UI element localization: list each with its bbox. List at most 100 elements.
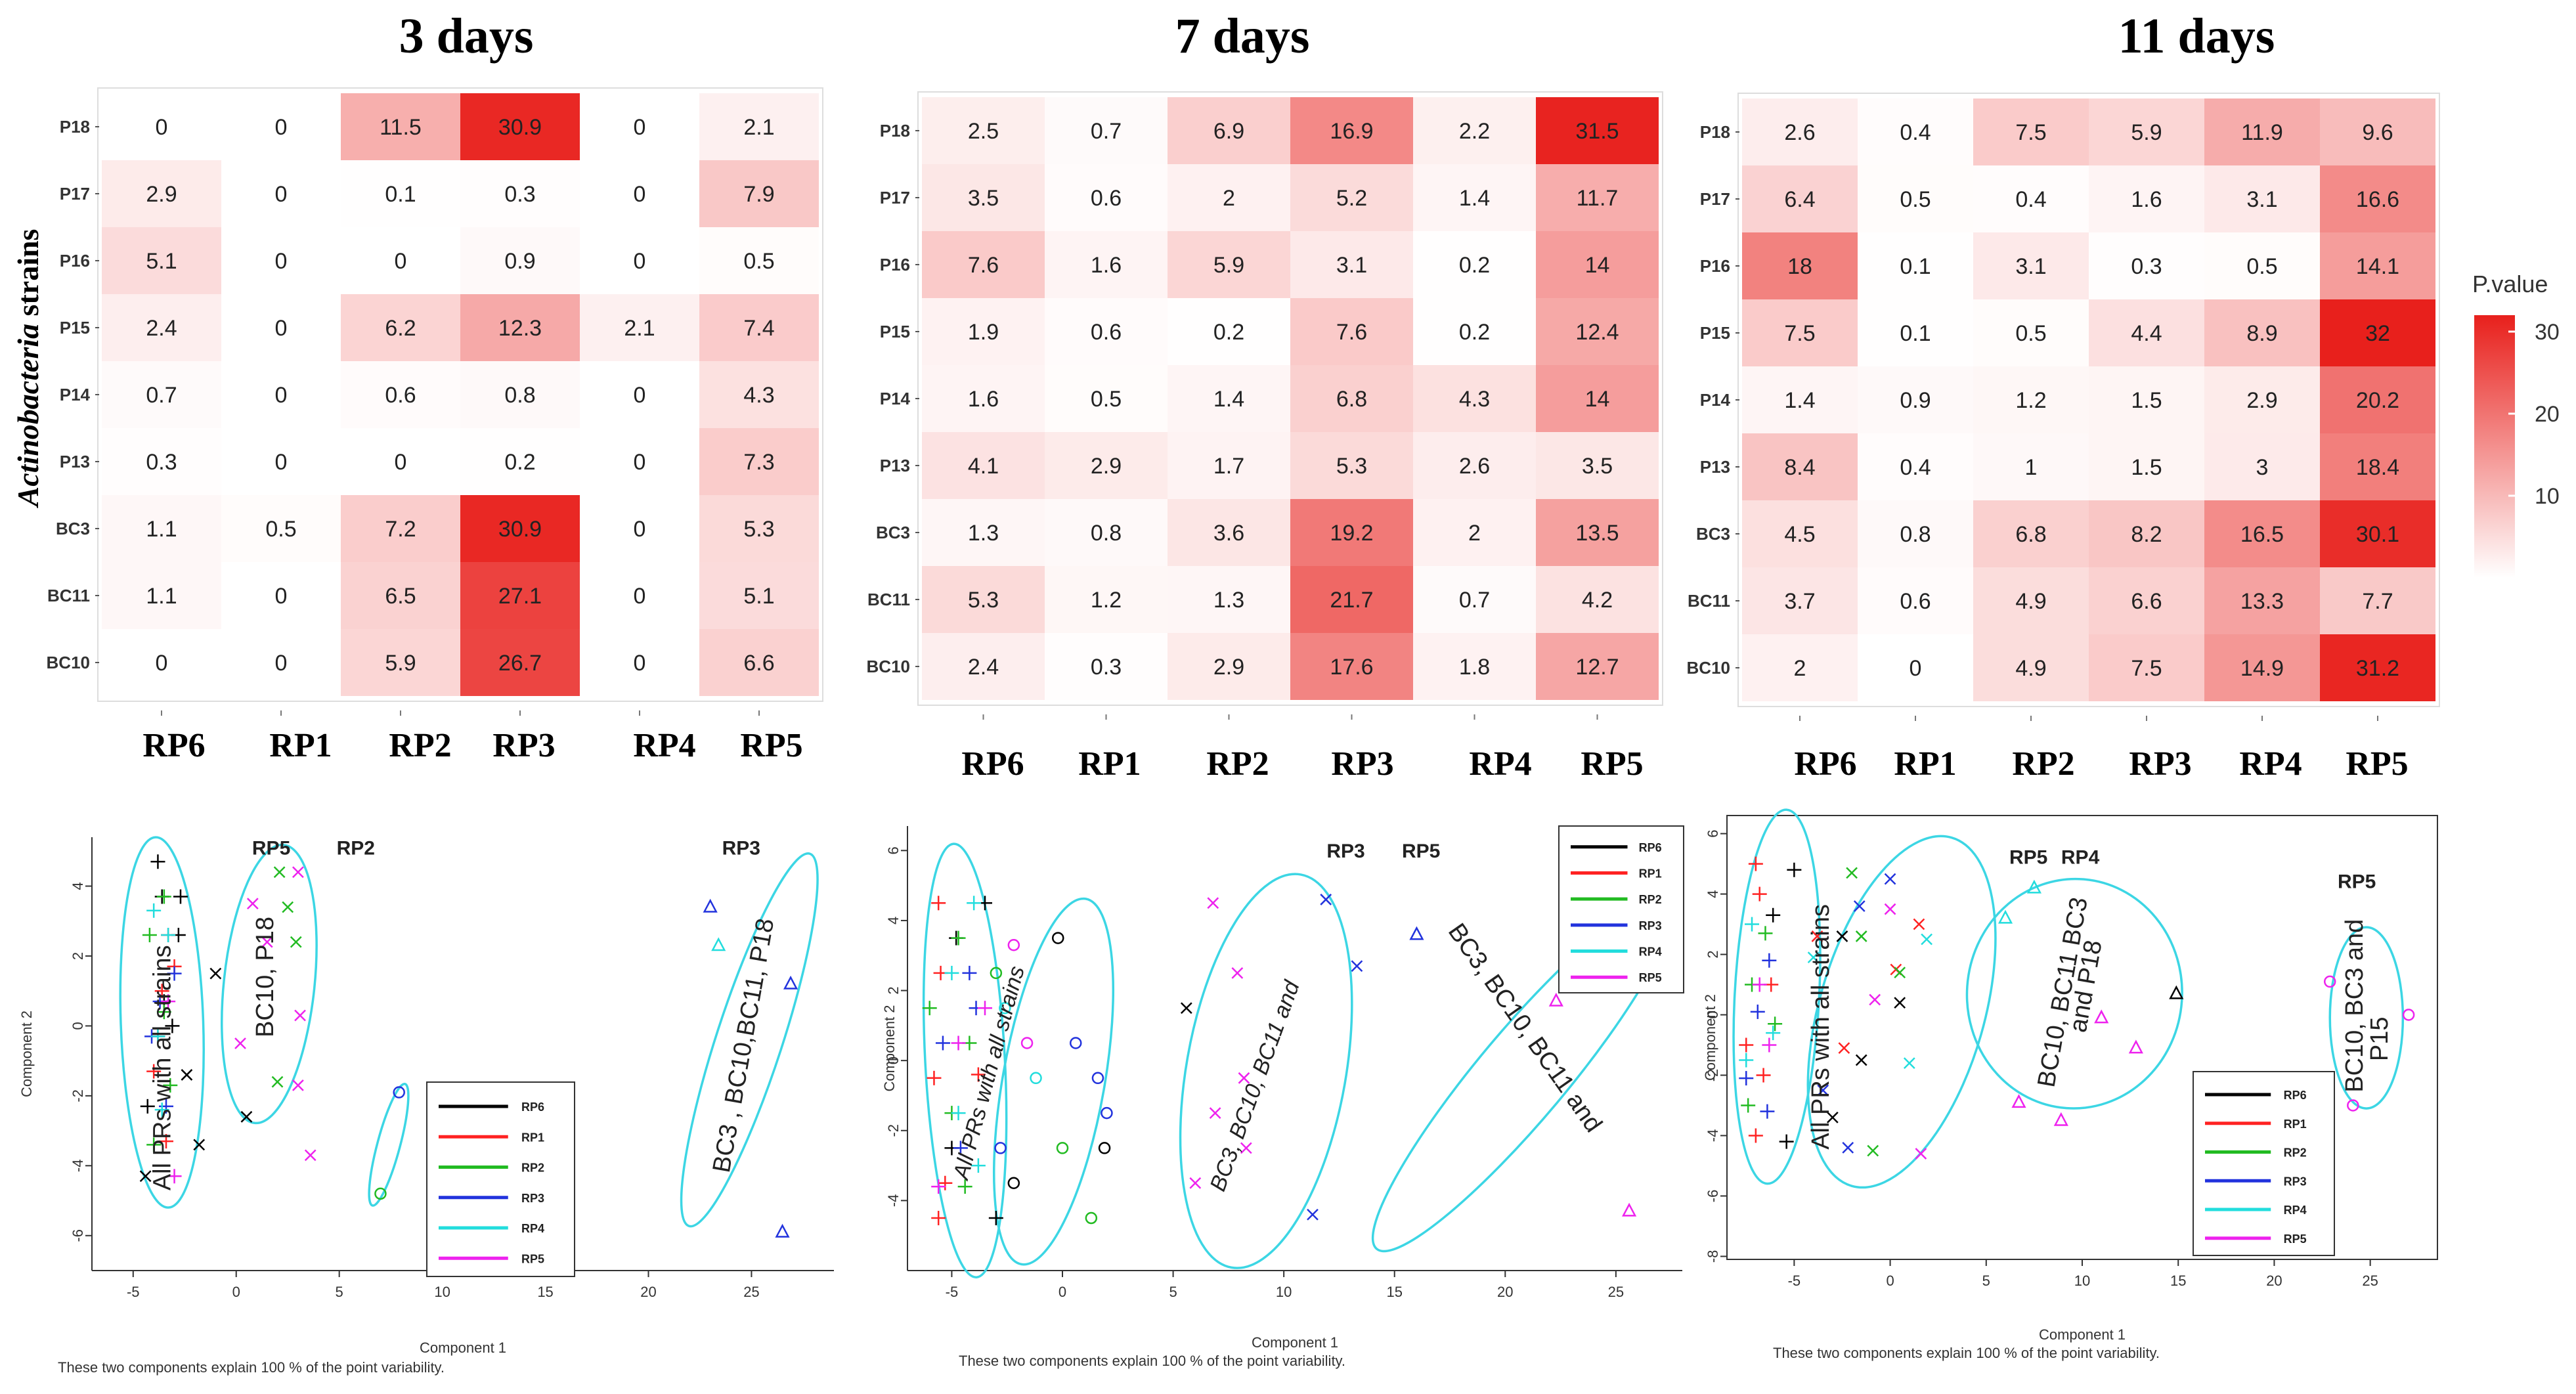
heatmap-row-label: P13 xyxy=(1700,457,1730,477)
heatmap-cell-value: 0.3 xyxy=(1091,655,1122,680)
heatmap-cell-value: 16.6 xyxy=(2356,187,2399,212)
heatmap-cell xyxy=(922,432,1045,499)
heatmap-cell xyxy=(1045,566,1168,633)
heatmap-cell-value: 4.3 xyxy=(1459,387,1490,412)
heatmap-cell xyxy=(341,428,460,495)
pca-group-ellipse xyxy=(119,836,205,1209)
pca-point-cross xyxy=(240,1110,253,1123)
pca-point-cross xyxy=(1207,897,1219,909)
heatmap-cell-value: 0 xyxy=(275,383,288,408)
heatmap-cell-value: 7.2 xyxy=(385,517,416,542)
heatmap-cell xyxy=(1290,365,1413,432)
heatmap-cell xyxy=(221,93,341,160)
heatmap-cell xyxy=(2089,567,2204,634)
pca-point-cross xyxy=(292,1079,304,1091)
heatmap-cell xyxy=(1290,164,1413,231)
pca-point-cross xyxy=(1884,873,1896,885)
heatmap-cell xyxy=(699,93,819,160)
heatmap-cell xyxy=(1973,567,2089,634)
pca-group-ellipse xyxy=(1965,877,2183,1110)
pca-caption: These two components explain 100 % of th… xyxy=(58,1359,445,1376)
heatmap-row-label: P15 xyxy=(60,318,90,338)
heatmap-cell-value: 3.6 xyxy=(1213,521,1244,546)
heatmap-cell-value: 1 xyxy=(2025,455,2038,480)
heatmap-cell-value: 1.3 xyxy=(1213,588,1244,613)
pca-point-cross xyxy=(1853,900,1866,912)
heatmap-cell xyxy=(221,361,341,428)
pca-y-tick-label: 0 xyxy=(1705,1011,1721,1018)
pca-point-circle xyxy=(2402,1009,2415,1021)
heatmap-cell-value: 20.2 xyxy=(2356,388,2399,413)
pca-ellipse-text: P15 xyxy=(2366,1016,2393,1061)
pca-group-ellipse xyxy=(992,897,1115,1266)
heatmap-row-label: P14 xyxy=(880,389,911,408)
pca-y-axis-title: Component 2 xyxy=(881,1005,898,1091)
heatmap-col-label: RP1 xyxy=(1894,745,1956,783)
heatmap-cell xyxy=(1045,633,1168,700)
pca-point-circle xyxy=(999,1001,1011,1014)
pca-y-axis-title: Component 2 xyxy=(1702,994,1718,1081)
heatmap-cell xyxy=(460,428,580,495)
pca-x-tick-label: 20 xyxy=(2266,1273,2282,1289)
heatmap-cell-value: 5.3 xyxy=(1336,454,1367,479)
heatmap-3: 11 days P18 2.6 0.4 7.5 5.9 11.9 9.6 P17 6.4 0.5 0.… xyxy=(1687,9,2440,783)
heatmap-cell xyxy=(102,495,221,562)
heatmap-cell xyxy=(2089,165,2204,232)
heatmap-cell-value: 1.6 xyxy=(1091,253,1122,278)
heatmap-cell xyxy=(580,227,699,294)
colorbar-bar xyxy=(2474,315,2515,578)
pca-y-tick-label: 4 xyxy=(70,882,86,890)
pca-group-ellipse xyxy=(2328,926,2405,1110)
heatmap-cell xyxy=(699,629,819,696)
heatmap-cell-value: 1.4 xyxy=(1213,387,1244,412)
pca-x-tick-label: -5 xyxy=(946,1284,959,1300)
heatmap-cell xyxy=(1413,231,1536,298)
heatmap-cell-value: 2.1 xyxy=(624,316,655,341)
heatmap-cell-value: 12.7 xyxy=(1575,655,1619,680)
heatmap-cell xyxy=(102,294,221,361)
heatmap-cell xyxy=(1858,299,1973,366)
heatmap-cell-value: 2.9 xyxy=(2246,388,2277,413)
heatmap-cell-value: 31.2 xyxy=(2356,656,2399,681)
pca-point-cross xyxy=(1351,960,1363,972)
pca-point-cross xyxy=(1842,1141,1854,1154)
heatmap-cell xyxy=(460,495,580,562)
heatmap-col-label: RP4 xyxy=(633,727,695,764)
heatmap-col-label: RP2 xyxy=(2012,745,2074,783)
heatmap-cell-value: 6.2 xyxy=(385,316,416,341)
heatmap-cell-value: 0 xyxy=(275,584,288,609)
heatmap-cell xyxy=(699,428,819,495)
heatmap-row-label: P13 xyxy=(60,452,90,471)
heatmap-cell xyxy=(580,495,699,562)
heatmap-col-label: RP4 xyxy=(1469,745,1531,783)
heatmap-row-label: P18 xyxy=(60,117,90,137)
heatmap-cell xyxy=(102,160,221,227)
pca-group-ellipse xyxy=(1806,835,1997,1189)
heatmap-cell-value: 0.5 xyxy=(1900,187,1931,212)
heatmap-cell xyxy=(922,499,1045,566)
heatmap-cell-value: 1.3 xyxy=(968,521,999,546)
heatmap-cell xyxy=(2204,299,2320,366)
pca-legend-box xyxy=(2193,1071,2335,1256)
heatmap-row-label: P15 xyxy=(1700,323,1730,343)
heatmap-cell-value: 6.8 xyxy=(2015,522,2046,547)
heatmap-cell-value: 0.4 xyxy=(2015,187,2046,212)
heatmap-cell-value: 0 xyxy=(634,450,646,475)
heatmap-cell xyxy=(1536,164,1659,231)
pca-point-cross xyxy=(261,936,273,948)
heatmap-cell xyxy=(1742,299,1858,366)
heatmap-cell-value: 16.5 xyxy=(2240,522,2284,547)
heatmap-cell xyxy=(1290,566,1413,633)
heatmap-row-label: P16 xyxy=(1700,256,1730,276)
heatmap-cell xyxy=(2320,299,2435,366)
pca-y-tick-label: -4 xyxy=(885,1194,902,1208)
heatmap-cell-value: 3.1 xyxy=(2246,187,2277,212)
pca-x-axis-title: Component 1 xyxy=(1252,1334,1338,1351)
pca-point-cross xyxy=(282,901,294,913)
heatmap-cell xyxy=(2089,98,2204,165)
pca-group-label: RP4 xyxy=(2061,847,2100,869)
heatmap-row-label: BC11 xyxy=(1688,591,1730,611)
heatmap-cell xyxy=(1536,365,1659,432)
heatmap-cell-value: 1.1 xyxy=(146,584,177,609)
heatmap-cell-value: 7.5 xyxy=(1784,321,1815,346)
